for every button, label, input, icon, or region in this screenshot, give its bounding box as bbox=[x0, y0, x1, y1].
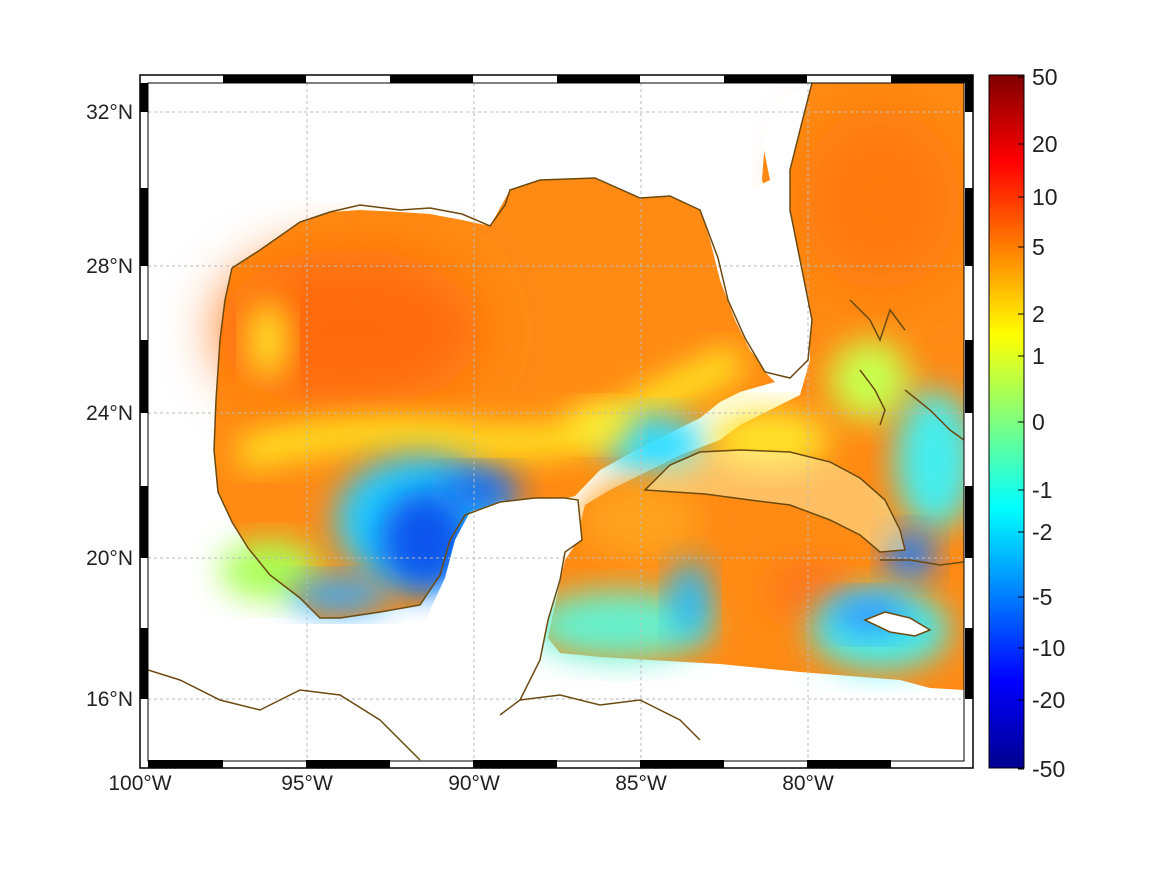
cuba-land bbox=[645, 450, 905, 552]
x-tick-label: 90°W bbox=[448, 772, 500, 795]
colorbar-tick-label: 2 bbox=[1032, 301, 1045, 327]
x-tick-label: 80°W bbox=[782, 772, 834, 795]
yucatan-land bbox=[400, 498, 582, 740]
coastlines bbox=[148, 83, 964, 761]
y-tick-label: 16°N bbox=[86, 688, 133, 711]
map-frame bbox=[139, 74, 974, 769]
y-tick-label: 20°N bbox=[86, 547, 133, 570]
colorbar-tick-label: -20 bbox=[1032, 687, 1065, 713]
y-axis-labels: 32°N 28°N 24°N 20°N 16°N bbox=[86, 101, 133, 711]
colorbar-tick-label: 1 bbox=[1032, 343, 1045, 369]
grid bbox=[148, 83, 964, 761]
colorbar-tick-label: 10 bbox=[1032, 184, 1058, 210]
colorbar-tick-label: 5 bbox=[1032, 234, 1045, 260]
x-tick-label: 85°W bbox=[615, 772, 667, 795]
colorbar-tick-label: 50 bbox=[1032, 64, 1058, 90]
colorbar-tick-label: -50 bbox=[1032, 756, 1065, 782]
jamaica-land bbox=[865, 612, 930, 636]
colorbar-tick-label: -10 bbox=[1032, 635, 1065, 661]
x-tick-label: 100°W bbox=[108, 772, 171, 795]
colorbar-tick-label: -2 bbox=[1032, 519, 1052, 545]
colorbar-tick-label: 0 bbox=[1032, 409, 1045, 435]
y-tick-label: 32°N bbox=[86, 101, 133, 124]
y-tick-label: 28°N bbox=[86, 255, 133, 278]
y-tick-label: 24°N bbox=[86, 402, 133, 425]
colorbar-tick-label: -1 bbox=[1032, 477, 1052, 503]
colorbar-tick-label: -5 bbox=[1032, 584, 1052, 610]
ocean-field bbox=[214, 83, 964, 740]
x-tick-label: 95°W bbox=[281, 772, 333, 795]
florida-land bbox=[700, 83, 812, 378]
x-axis-labels: 100°W 95°W 90°W 85°W 80°W bbox=[108, 772, 834, 795]
colorbar-tick-label: 20 bbox=[1032, 131, 1058, 157]
